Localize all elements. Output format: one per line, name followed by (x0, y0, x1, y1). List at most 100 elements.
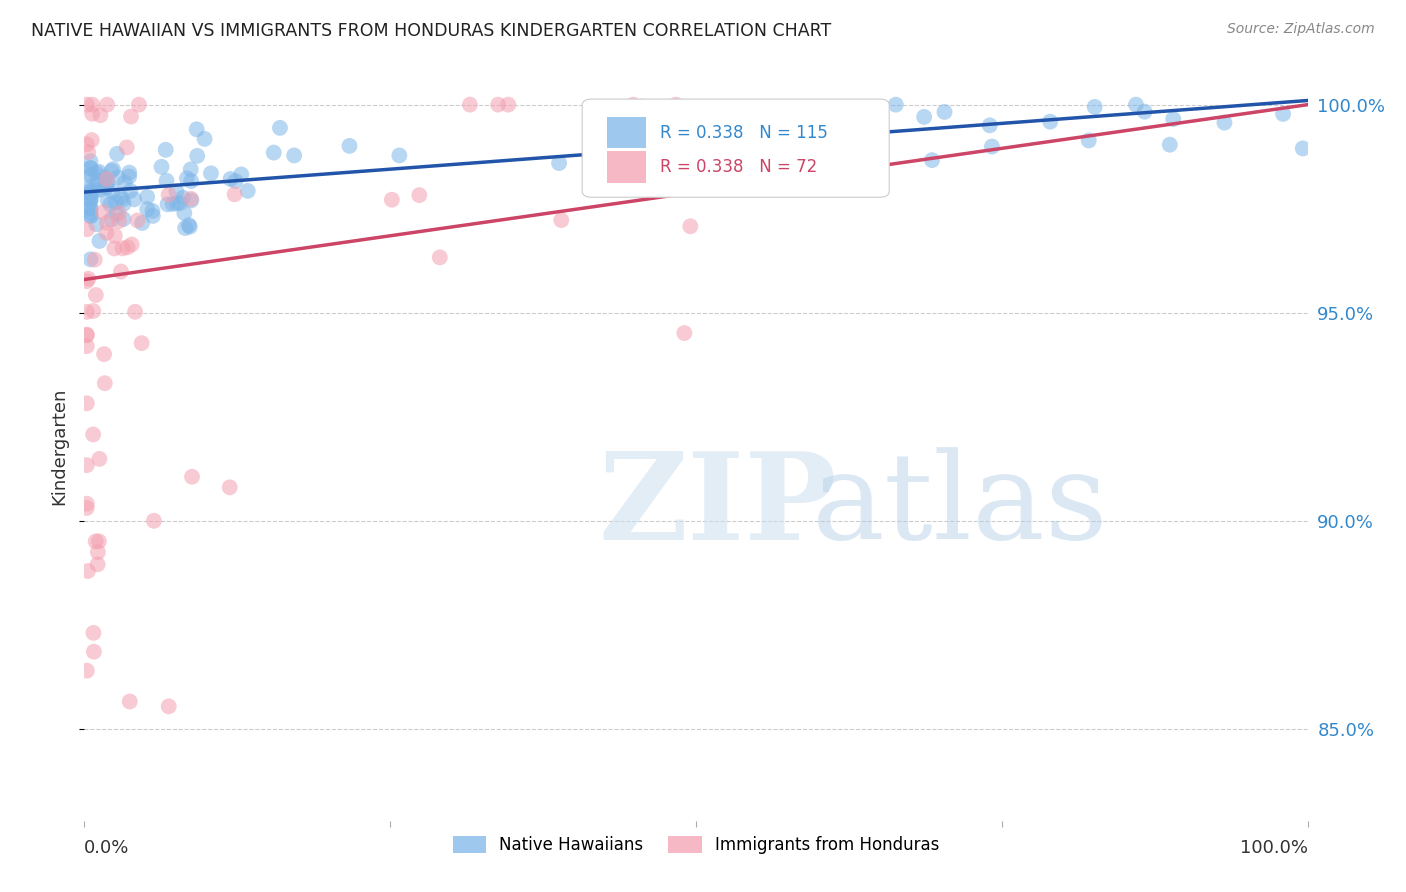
Point (174, 221, 197, 235)
Point (156, 197, 179, 211)
Point (76, 328, 98, 343)
Point (76, 339, 98, 353)
Point (122, 192, 145, 206)
Point (103, 242, 125, 256)
Point (231, 168, 253, 182)
Point (76, 137, 98, 152)
Point (76, 97, 98, 112)
Point (177, 218, 200, 232)
Point (1292, 141, 1315, 155)
Point (79, 252, 101, 267)
Point (118, 166, 141, 180)
Text: R = 0.338   N = 115: R = 0.338 N = 115 (661, 124, 828, 142)
Point (1084, 100, 1107, 114)
Point (76, 500, 98, 515)
Point (837, 142, 859, 156)
Point (96, 172, 118, 186)
Point (685, 120, 707, 135)
Point (84, 165, 107, 179)
Point (131, 216, 153, 230)
Point (86, 558, 108, 572)
Bar (606, 117, 645, 148)
Point (131, 336, 153, 351)
Point (111, 241, 134, 255)
Point (84, 217, 107, 231)
Point (142, 209, 165, 223)
Point (76, 222, 98, 236)
Point (162, 197, 184, 211)
Point (101, 162, 124, 177)
Text: 0.0%: 0.0% (84, 839, 129, 857)
Point (96, 97, 118, 112)
Point (665, 97, 688, 112)
Point (128, 97, 150, 112)
Point (77, 271, 100, 285)
Point (79, 184, 101, 198)
Point (84, 184, 107, 198)
Point (79, 209, 101, 223)
Point (690, 121, 713, 136)
FancyBboxPatch shape (582, 99, 889, 197)
Point (79, 180, 101, 194)
Point (621, 97, 644, 112)
Point (82, 107, 104, 121)
Point (82, 427, 104, 442)
Point (108, 214, 131, 228)
Text: Source: ZipAtlas.com: Source: ZipAtlas.com (1227, 22, 1375, 37)
Point (981, 139, 1004, 153)
Point (76, 458, 98, 472)
Point (921, 153, 943, 168)
Point (79, 193, 101, 207)
Point (1133, 104, 1156, 119)
Point (127, 213, 149, 227)
Point (136, 190, 159, 204)
Point (630, 100, 652, 114)
Point (118, 169, 141, 184)
Point (96, 226, 118, 240)
Point (79, 169, 101, 184)
Point (100, 212, 122, 227)
Point (97, 175, 120, 189)
Point (108, 206, 131, 220)
Point (673, 326, 696, 340)
Point (165, 185, 187, 199)
Point (112, 196, 135, 211)
Point (1159, 137, 1181, 152)
Point (76, 396, 98, 410)
Point (458, 97, 481, 112)
Point (388, 148, 411, 162)
Point (339, 139, 361, 153)
Point (381, 193, 404, 207)
Point (105, 206, 128, 220)
Point (79, 209, 101, 223)
Point (121, 237, 143, 252)
Point (79, 154, 101, 169)
Bar (606, 152, 645, 183)
Point (581, 146, 603, 161)
Point (89, 183, 111, 197)
Point (180, 192, 202, 206)
Point (110, 264, 132, 278)
Point (104, 195, 127, 210)
Point (100, 164, 122, 178)
Point (77, 145, 100, 159)
Point (1125, 97, 1147, 112)
Point (136, 202, 159, 216)
Point (79, 186, 101, 201)
Point (76, 274, 98, 288)
Point (79, 206, 101, 220)
Point (96, 216, 118, 230)
Point (105, 147, 128, 161)
Point (602, 148, 624, 162)
Point (89, 108, 111, 122)
Point (89, 234, 111, 248)
Point (79, 185, 101, 199)
Point (82, 304, 104, 318)
Point (141, 203, 163, 218)
Point (76, 305, 98, 319)
Point (84, 534, 107, 549)
Point (79, 161, 101, 176)
Point (884, 97, 907, 112)
Point (979, 119, 1001, 133)
Point (172, 191, 194, 205)
